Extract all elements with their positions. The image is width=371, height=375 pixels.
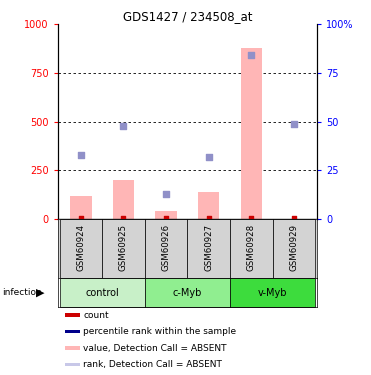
- Text: GSM60928: GSM60928: [247, 224, 256, 271]
- Bar: [145, 219, 187, 278]
- Point: [78, 215, 84, 221]
- Point: [206, 154, 211, 160]
- Text: GSM60926: GSM60926: [161, 224, 171, 271]
- Bar: [60, 278, 145, 307]
- Point: [78, 152, 84, 158]
- Bar: [155, 211, 177, 219]
- Bar: [198, 192, 219, 219]
- Point: [121, 215, 127, 221]
- Bar: [60, 219, 102, 278]
- Point: [291, 215, 297, 221]
- Bar: [102, 219, 145, 278]
- Bar: [70, 195, 92, 219]
- Title: GDS1427 / 234508_at: GDS1427 / 234508_at: [122, 10, 252, 23]
- Bar: [113, 180, 134, 219]
- Text: GSM60924: GSM60924: [76, 224, 85, 271]
- Bar: [145, 278, 230, 307]
- Text: c-Myb: c-Myb: [173, 288, 202, 297]
- Text: infection: infection: [2, 288, 42, 297]
- Bar: [230, 278, 315, 307]
- Bar: [240, 48, 262, 219]
- Text: value, Detection Call = ABSENT: value, Detection Call = ABSENT: [83, 344, 227, 352]
- Text: count: count: [83, 310, 109, 320]
- Point: [206, 215, 211, 221]
- Text: v-Myb: v-Myb: [258, 288, 287, 297]
- Point: [121, 123, 127, 129]
- Bar: [65, 346, 80, 350]
- Point: [163, 190, 169, 196]
- Text: GSM60927: GSM60927: [204, 224, 213, 271]
- Text: GSM60925: GSM60925: [119, 224, 128, 271]
- Bar: [273, 219, 315, 278]
- Bar: [187, 219, 230, 278]
- Point: [248, 53, 254, 58]
- Point: [163, 215, 169, 221]
- Text: rank, Detection Call = ABSENT: rank, Detection Call = ABSENT: [83, 360, 222, 369]
- Text: ▶: ▶: [36, 288, 45, 297]
- Bar: [230, 219, 273, 278]
- Bar: [65, 363, 80, 366]
- Bar: [65, 313, 80, 317]
- Text: percentile rank within the sample: percentile rank within the sample: [83, 327, 237, 336]
- Bar: [65, 330, 80, 333]
- Text: GSM60929: GSM60929: [289, 224, 298, 271]
- Text: control: control: [85, 288, 119, 297]
- Point: [291, 121, 297, 127]
- Point: [248, 215, 254, 221]
